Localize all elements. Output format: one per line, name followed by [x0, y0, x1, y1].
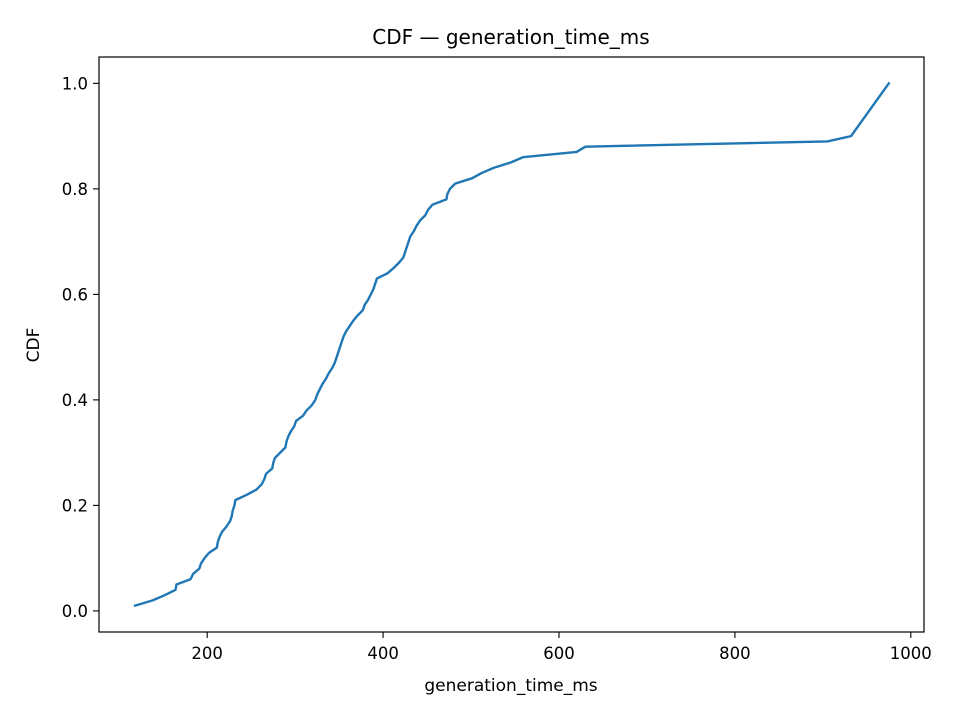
y-tick-label: 0.4	[62, 391, 88, 410]
axes-frame	[98, 56, 925, 633]
x-tick-label: 600	[543, 644, 575, 663]
x-axis-ticks: 200 400 600 800 1000	[191, 632, 932, 663]
y-tick-label: 0.8	[62, 180, 88, 199]
y-axis-ticks: 0.0 0.2 0.4 0.6 0.8 1.0	[62, 74, 99, 621]
y-tick-label: 0.0	[62, 602, 88, 621]
y-axis-label: CDF	[24, 328, 44, 363]
y-tick-label: 1.0	[62, 74, 88, 93]
chart-title: CDF — generation_time_ms	[372, 25, 649, 49]
x-axis-label: generation_time_ms	[424, 676, 597, 696]
series-line-0	[133, 81, 891, 608]
x-tick-label: 1000	[890, 644, 932, 663]
plot-area	[133, 81, 891, 608]
y-tick-label: 0.2	[62, 496, 88, 515]
x-tick-label: 800	[719, 644, 751, 663]
y-tick-label: 0.6	[62, 285, 88, 304]
x-tick-label: 400	[367, 644, 399, 663]
x-tick-label: 200	[191, 644, 223, 663]
